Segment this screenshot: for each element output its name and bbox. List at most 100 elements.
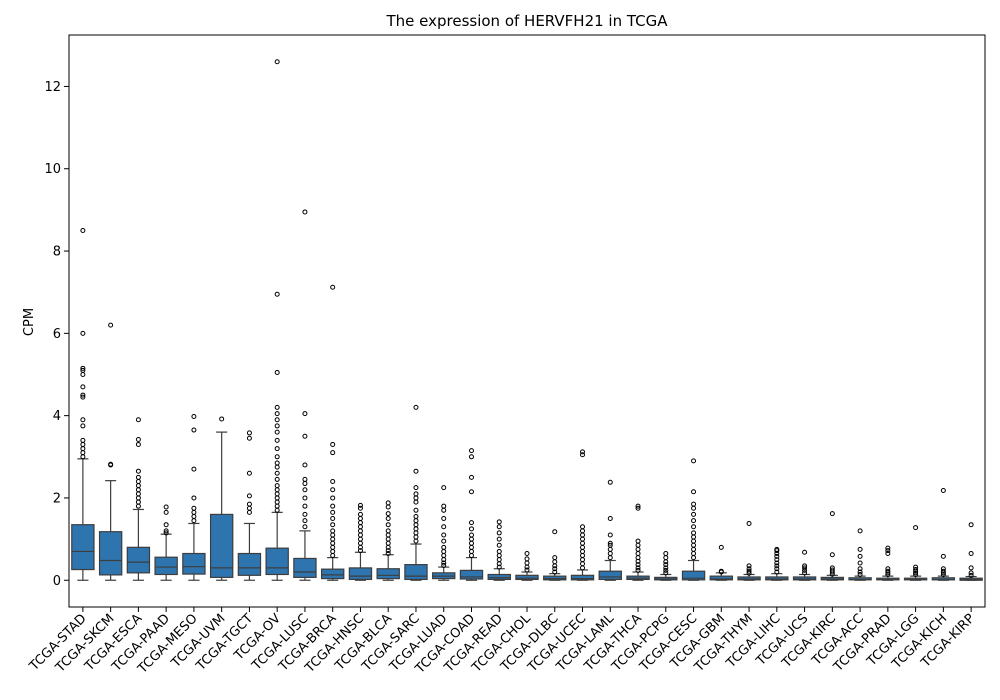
outlier-point <box>524 567 530 573</box>
outlier-point <box>691 505 697 511</box>
outlier-point <box>80 450 86 456</box>
outlier-point <box>357 505 363 511</box>
outlier-point <box>468 544 474 550</box>
iqr-box <box>487 573 511 581</box>
outlier-point <box>163 530 169 536</box>
box-tcga-uvm <box>209 416 234 581</box>
outlier-point <box>441 524 447 530</box>
outlier-point <box>635 565 641 571</box>
outlier-point <box>80 384 86 390</box>
outlier-point <box>468 520 474 526</box>
outlier-point <box>357 516 363 522</box>
outlier-point <box>496 519 502 525</box>
outlier-point <box>274 460 280 466</box>
outlier-point <box>552 555 558 561</box>
outlier-point <box>663 551 669 557</box>
outlier-point <box>496 542 502 548</box>
outlier-point <box>635 503 641 509</box>
box-tcga-kich <box>931 488 956 581</box>
outlier-point <box>80 227 86 233</box>
outlier-point <box>357 548 363 554</box>
outlier-point <box>857 553 863 559</box>
outlier-point <box>330 441 336 447</box>
outlier-point <box>135 487 141 493</box>
outlier-point <box>357 532 363 538</box>
outlier-point <box>385 504 391 510</box>
outlier-point <box>80 423 86 429</box>
outlier-point <box>940 566 946 572</box>
outlier-point <box>857 528 863 534</box>
outlier-point <box>580 532 586 538</box>
box-tcga-brca <box>320 284 345 581</box>
outlier-point <box>857 546 863 552</box>
outlier-point <box>496 564 502 570</box>
y-tick-label: 8 <box>53 245 61 260</box>
outlier-point <box>330 478 336 484</box>
iqr-box <box>570 574 595 581</box>
box-tcga-skcm <box>98 322 123 581</box>
y-tick-label: 12 <box>44 80 61 95</box>
outlier-point <box>330 509 336 515</box>
outlier-point <box>802 565 808 571</box>
outlier-point <box>468 526 474 532</box>
box-tcga-kirc <box>820 511 845 581</box>
iqr-box <box>182 552 206 575</box>
outlier-point <box>357 540 363 546</box>
outlier-point <box>413 522 419 528</box>
outlier-point <box>191 495 197 501</box>
outlier-point <box>441 507 447 513</box>
outlier-point <box>413 526 419 532</box>
outlier-point <box>718 568 724 574</box>
outlier-point <box>274 411 280 417</box>
outlier-point <box>274 507 280 513</box>
outlier-point <box>80 394 86 400</box>
iqr-box <box>154 556 178 576</box>
outlier-point <box>330 522 336 528</box>
box-tcga-lihc <box>765 546 789 581</box>
outlier-point <box>163 522 169 528</box>
outlier-point <box>80 454 86 460</box>
outlier-point <box>552 569 558 575</box>
outlier-point <box>302 209 308 215</box>
outlier-point <box>330 548 336 554</box>
outlier-point <box>330 450 336 456</box>
outlier-point <box>302 487 308 493</box>
outlier-point <box>691 538 697 544</box>
outlier-point <box>302 462 308 468</box>
outlier-point <box>580 540 586 546</box>
outlier-point <box>135 491 141 497</box>
y-tick-label: 4 <box>53 409 61 424</box>
box-tcga-dlbc <box>543 529 567 581</box>
outlier-point <box>385 548 391 554</box>
outlier-point <box>357 520 363 526</box>
outlier-point <box>302 433 308 439</box>
outlier-point <box>191 509 197 515</box>
outlier-point <box>274 503 280 509</box>
outlier-point <box>302 481 308 487</box>
y-tick-label: 6 <box>53 327 61 342</box>
outlier-point <box>552 559 558 565</box>
outlier-point <box>829 552 835 558</box>
outlier-point <box>246 435 252 441</box>
outlier-point <box>385 540 391 546</box>
box-tcga-acc <box>848 528 872 581</box>
outlier-point <box>663 565 669 571</box>
outlier-point <box>802 570 808 576</box>
outlier-point <box>135 499 141 505</box>
outlier-point <box>580 536 586 542</box>
outlier-point <box>468 448 474 454</box>
box-tcga-lusc <box>293 209 317 581</box>
outlier-point <box>246 430 252 436</box>
outlier-point <box>968 570 974 576</box>
outlier-point <box>774 553 780 559</box>
iqr-box <box>265 547 289 576</box>
outlier-point <box>496 530 502 536</box>
box-tcga-pcpg <box>654 551 678 581</box>
outlier-point <box>135 483 141 489</box>
outlier-point <box>968 565 974 571</box>
iqr-box <box>237 552 262 576</box>
outlier-point <box>691 524 697 530</box>
outlier-point <box>385 522 391 528</box>
iqr-box <box>348 567 373 581</box>
outlier-point <box>496 524 502 530</box>
